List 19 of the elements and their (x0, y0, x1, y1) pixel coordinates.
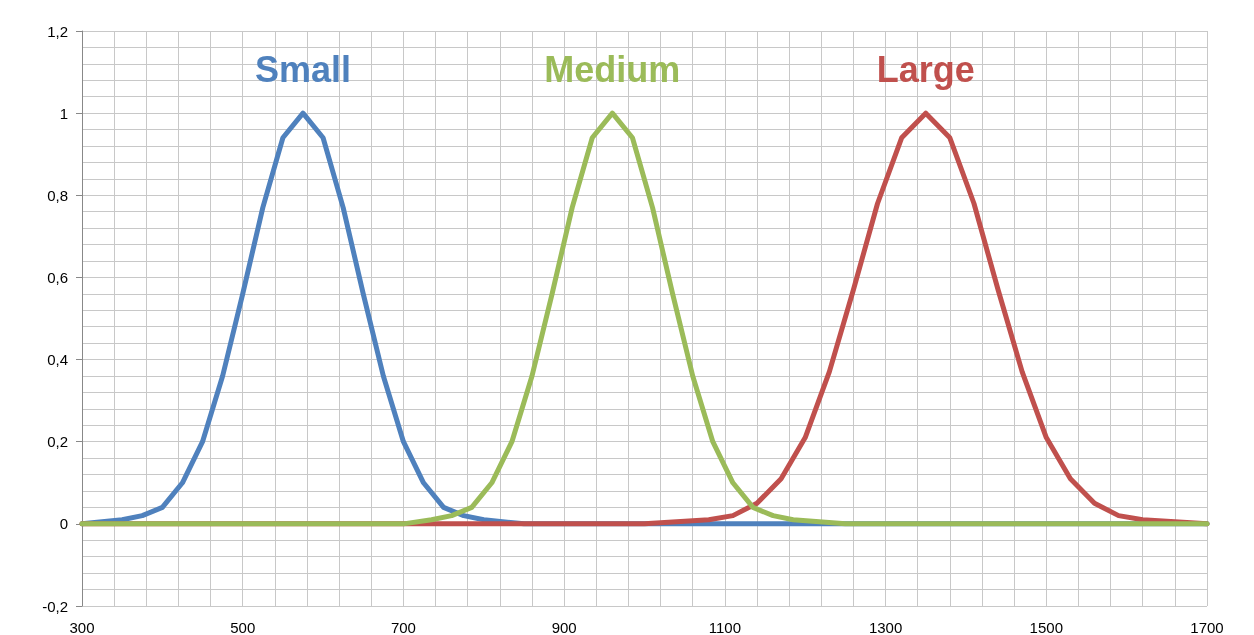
x-tick-label: 700 (390, 619, 416, 635)
x-tick-label: 1500 (1029, 619, 1063, 635)
y-tick-label: -0,2 (42, 597, 68, 615)
x-tick-label: 500 (230, 619, 256, 635)
y-tick-label: 0 (59, 515, 68, 533)
y-tick-label: 1 (59, 104, 68, 122)
x-tick-label: 1700 (1190, 619, 1224, 635)
x-tick-label: 900 (551, 619, 577, 635)
y-tick-label: 0,2 (47, 433, 68, 451)
x-tick-label: 1300 (868, 619, 903, 635)
series-label: Large (876, 48, 975, 90)
series-label: Medium (544, 48, 681, 90)
x-tick-label: 1100 (708, 619, 741, 635)
y-tick-label: 0,6 (47, 268, 68, 286)
y-tick-label: 0,8 (47, 186, 68, 204)
y-tick-label: 0,4 (47, 351, 68, 369)
x-tick-label: 300 (69, 619, 95, 635)
y-tick-label: 1,2 (47, 22, 68, 40)
series-label: Small (254, 48, 352, 90)
